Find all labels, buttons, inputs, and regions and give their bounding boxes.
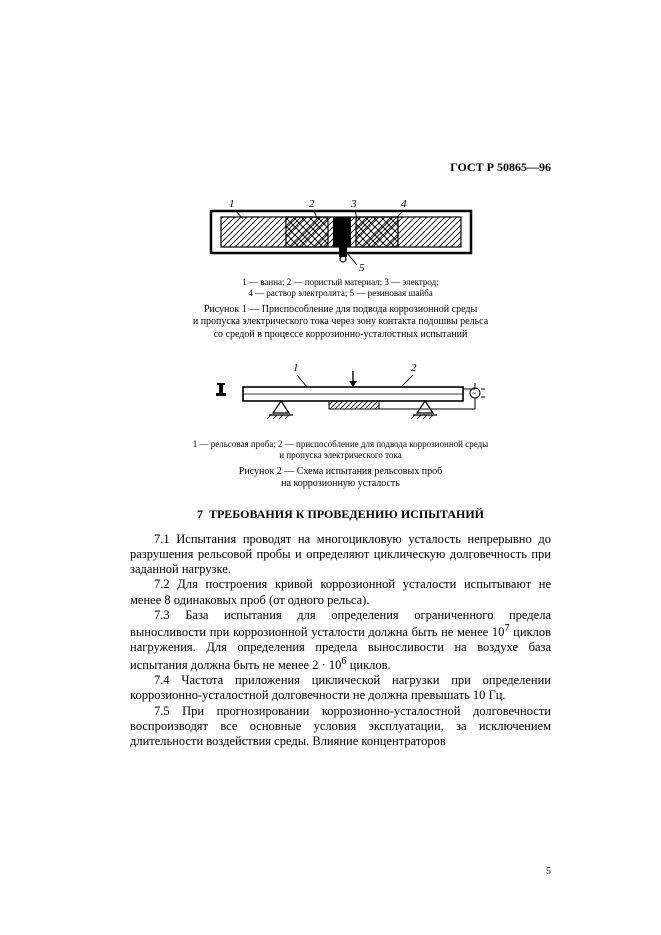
figure-2: ~ 1 2 1 — рельсовая проба; 2 — приспособ… [130, 353, 551, 491]
para-7-1: 7.1 Испытания проводят на многоцикловую … [130, 532, 551, 578]
p73-c: циклов. [347, 658, 391, 672]
figure-1-caption: Рисунок 1 — Приспособление для подвода к… [130, 304, 551, 342]
fig2-cap-line1: Рисунок 2 — Схема испытания рельсовых пр… [239, 466, 442, 477]
page-number: 5 [546, 866, 551, 877]
svg-text:2: 2 [309, 198, 315, 210]
figure-2-svg: ~ 1 2 [181, 353, 501, 435]
svg-text:~: ~ [472, 389, 477, 398]
section-heading: ТРЕБОВАНИЯ К ПРОВЕДЕНИЮ ИСПЫТАНИЙ [209, 507, 484, 521]
svg-text:5: 5 [359, 262, 365, 273]
svg-text:1: 1 [229, 198, 235, 210]
figure-1: 1 2 3 4 5 1 — ванна; 2 — пористый матери… [130, 195, 551, 341]
section-title: 7 ТРЕБОВАНИЯ К ПРОВЕДЕНИЮ ИСПЫТАНИЙ [130, 507, 551, 522]
fig2-legend-line1: 1 — рельсовая проба; 2 — приспособление … [193, 439, 488, 449]
figure-2-caption: Рисунок 2 — Схема испытания рельсовых пр… [130, 466, 551, 491]
standard-code: ГОСТ Р 50865—96 [130, 160, 551, 175]
svg-text:4: 4 [401, 198, 407, 210]
section-number: 7 [197, 507, 203, 521]
fig1-legend-line1: 1 — ванна; 2 — пористый материал; 3 — эл… [242, 277, 438, 287]
figure-2-legend: 1 — рельсовая проба; 2 — приспособление … [130, 439, 551, 462]
fig1-cap-line3: со средой в процессе коррозионно-усталос… [214, 329, 468, 340]
svg-text:3: 3 [350, 198, 357, 210]
para-7-3: 7.3 База испытания для определения огран… [130, 608, 551, 673]
fig1-cap-line1: Рисунок 1 — Приспособление для подвода к… [204, 304, 477, 315]
document-page: ГОСТ Р 50865—96 [0, 0, 661, 935]
svg-text:2: 2 [411, 362, 417, 374]
fig1-legend-line2: 4 — раствор электролита; 5 — резиновая ш… [248, 288, 432, 298]
fig2-cap-line2: на коррозионную усталость [281, 478, 400, 489]
fig1-cap-line2: и пропуска электрического тока через зон… [193, 316, 488, 327]
svg-text:1: 1 [293, 362, 299, 374]
para-7-2: 7.2 Для построения кривой коррозионной у… [130, 577, 551, 608]
figure-1-legend: 1 — ванна; 2 — пористый материал; 3 — эл… [130, 277, 551, 300]
fig2-legend-line2: и пропуска электрического тока [279, 450, 401, 460]
para-7-4: 7.4 Частота приложения циклической нагру… [130, 673, 551, 704]
para-7-5: 7.5 При прогнозировании коррозионно-уста… [130, 704, 551, 750]
p73-a: 7.3 База испытания для определения огран… [130, 608, 551, 639]
figure-1-svg: 1 2 3 4 5 [191, 195, 491, 273]
